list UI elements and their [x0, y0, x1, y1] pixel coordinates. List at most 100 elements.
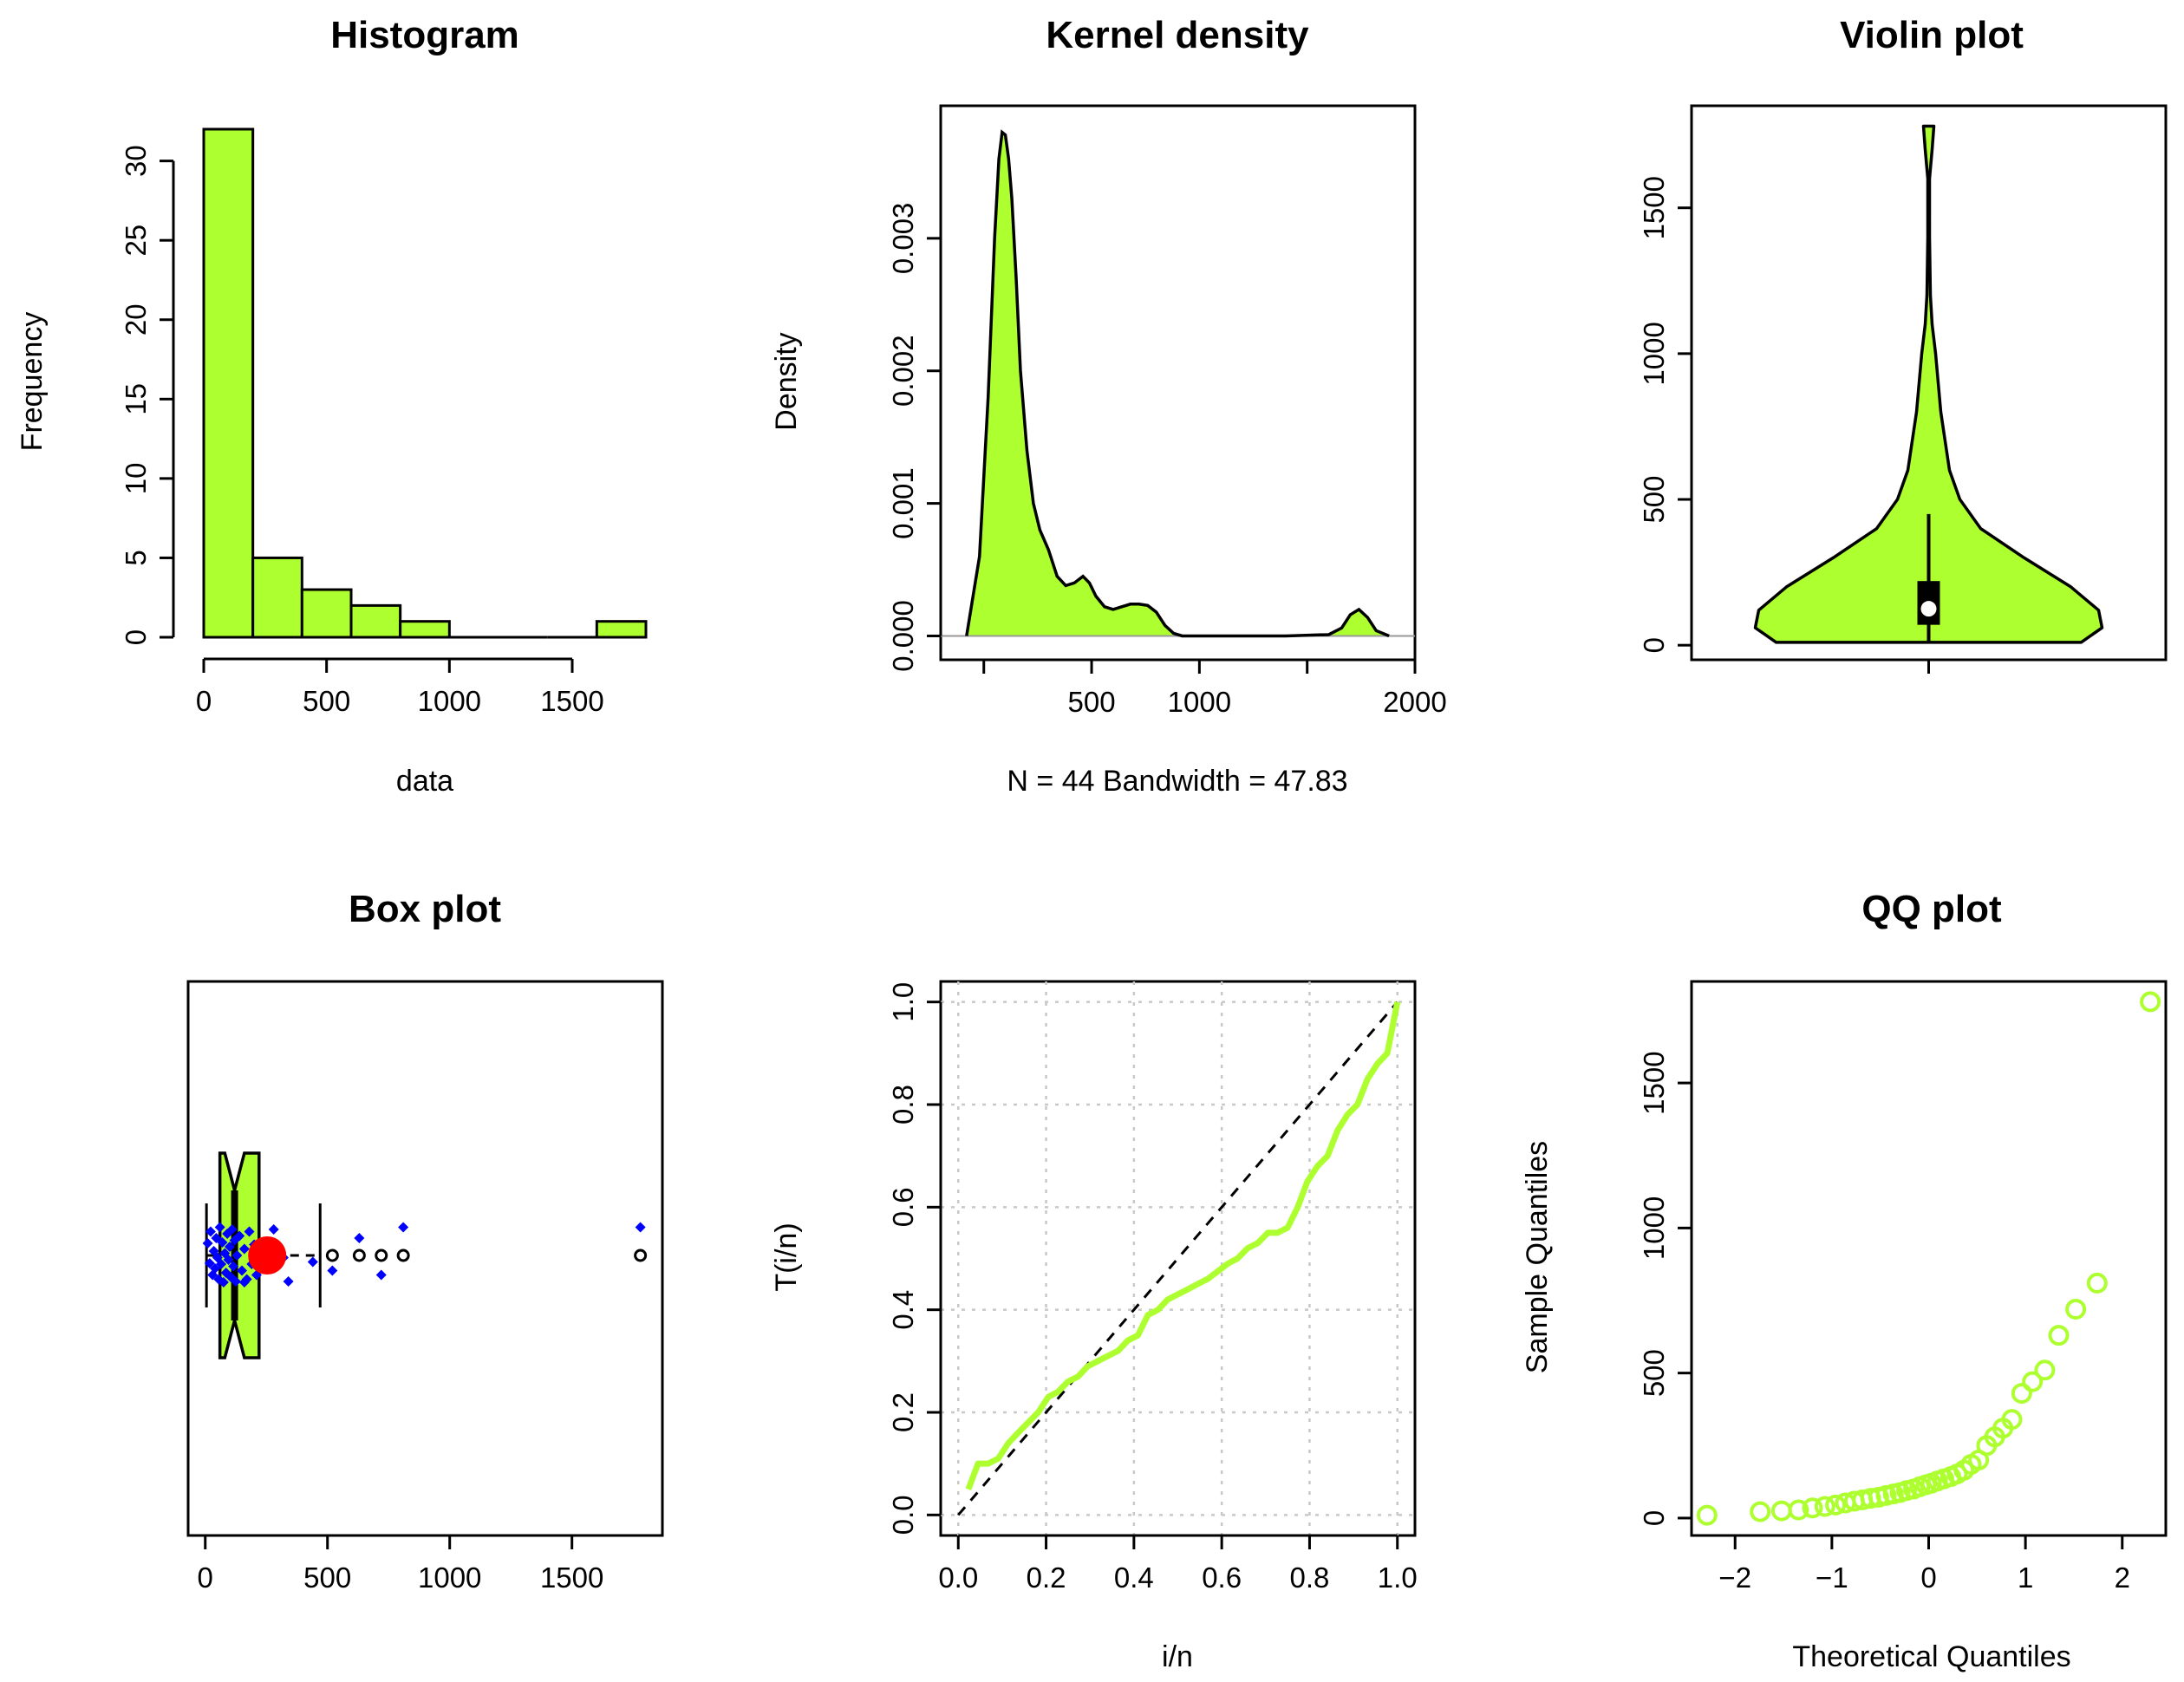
violin-y-ytick-label: 0 — [1638, 637, 1670, 653]
kde-xtick-label: 2000 — [1383, 686, 1446, 718]
box-plot-panel: Box plot 0 500 1000 1500 — [186, 888, 664, 1594]
ttt-x-xtick-label: 0.0 — [938, 1561, 978, 1594]
qq-y-ytick-label: 1500 — [1638, 1051, 1670, 1114]
ttt-x-xtick-label: 0.8 — [1290, 1561, 1330, 1594]
boxplot-jitter-point — [234, 1230, 245, 1242]
boxplot-jitter-point — [307, 1256, 318, 1268]
boxplot-jitter-point — [244, 1226, 255, 1237]
qq-point — [1788, 1499, 1809, 1521]
boxplot-jitter-point — [218, 1277, 229, 1288]
ttt-y-ytick-label: 0.0 — [887, 1495, 919, 1535]
boxplot-jitter-point — [204, 1258, 215, 1268]
kde-curve — [965, 129, 1390, 638]
ttt-curve — [965, 1001, 1401, 1490]
histogram-bar — [399, 620, 451, 639]
qq-point — [2086, 1272, 2108, 1294]
violin-panel: Violin plot 0 500 1000 1500 — [1638, 14, 2168, 674]
boxplot-jitter-point — [283, 1276, 294, 1287]
kde-area — [966, 132, 1390, 636]
boxplot-jitter-point — [231, 1250, 243, 1261]
boxplot-jitter-point — [238, 1243, 250, 1255]
kde-xlabel: N = 44 Bandwidth = 47.83 — [1007, 765, 1347, 798]
boxplot-jitter-point — [230, 1276, 241, 1287]
boxplot-jitter-point — [237, 1265, 248, 1276]
ttt-ylabel: T(i/n) — [770, 1222, 803, 1291]
kde-ylabel: Density — [770, 332, 803, 430]
boxplot-jitter-point — [211, 1233, 222, 1243]
ttt-reference-line — [957, 1001, 1398, 1516]
boxplot-jitter-point — [327, 1265, 338, 1276]
boxplot-outlier — [352, 1248, 366, 1262]
qq-point — [2048, 1325, 2070, 1346]
histogram-bar — [300, 588, 353, 639]
boxplot-x-xtick-label: 1500 — [540, 1561, 603, 1594]
kde-y-ytick-label: 0.001 — [887, 467, 919, 539]
kde-title: Kernel density — [1046, 14, 1309, 56]
qq-y-ytick-label: 500 — [1638, 1349, 1670, 1397]
ttt-x-xtick-label: 0.2 — [1027, 1561, 1066, 1594]
violin-shape — [1753, 124, 2104, 644]
boxplot-jitter-point — [635, 1222, 646, 1233]
histogram-y-ytick-label: 15 — [120, 383, 152, 415]
histogram-bar — [251, 556, 303, 639]
histogram-y-ytick-label: 10 — [120, 463, 152, 495]
ttt-panel: i/n T(i/n) 0.0 0.2 0.4 0.6 0.8 1.0 0.0 0.2 0.4 0.… — [770, 980, 1418, 1673]
kde-y-ytick-label: 0.003 — [887, 203, 919, 275]
ttt-y-ytick-label: 1.0 — [887, 982, 919, 1022]
ttt-x-xtick-label: 1.0 — [1378, 1561, 1418, 1594]
boxplot-jitter-point — [217, 1237, 228, 1248]
ttt-xlabel: i/n — [1162, 1640, 1193, 1673]
violin-y-ytick-label: 1000 — [1638, 322, 1670, 385]
boxplot-outlier — [396, 1248, 410, 1262]
qq-x-xtick-label: 2 — [2115, 1561, 2130, 1594]
boxplot-jitter-point — [214, 1222, 225, 1233]
qq-point — [1814, 1496, 1835, 1517]
ttt-x-xtick-label: 0.4 — [1114, 1561, 1154, 1594]
qq-x-xtick-label: −2 — [1718, 1561, 1751, 1594]
qq-point — [2034, 1359, 2056, 1381]
kde-xtick-label: 1000 — [1168, 686, 1231, 718]
kde-xtick-label: 500 — [1068, 686, 1116, 718]
boxplot-jitter-point — [216, 1259, 227, 1269]
boxplot-jitter-point — [205, 1226, 216, 1237]
qq-point — [2065, 1299, 2087, 1320]
boxplot-jitter-point — [202, 1238, 213, 1248]
qq-y-ytick-label: 1000 — [1638, 1196, 1670, 1260]
kernel-density-panel: Kernel density N = 44 Bandwidth = 47.83 … — [770, 14, 1447, 798]
violin-title: Violin plot — [1840, 14, 2024, 56]
kde-y-ytick-label: 0.002 — [887, 335, 919, 407]
qq-title: QQ plot — [1861, 888, 2002, 930]
ttt-y-ytick-label: 0.4 — [887, 1290, 919, 1330]
boxplot-title: Box plot — [349, 888, 501, 930]
ttt-y-ytick-label: 0.8 — [887, 1085, 919, 1125]
histogram-y-ytick-label: 25 — [120, 225, 152, 257]
histogram-x-xtick-label: 0 — [196, 685, 212, 717]
qq-point — [1802, 1497, 1823, 1519]
histogram-xlabel: data — [396, 765, 453, 798]
histogram-x-xtick-label: 500 — [303, 685, 350, 717]
histogram-title: Histogram — [330, 14, 519, 56]
histogram-panel: Histogram data Frequency 0 500 1000 1500 0 5 1… — [16, 14, 648, 798]
boxplot-outlier — [375, 1248, 388, 1262]
kde-y-ytick-label: 0.000 — [887, 600, 919, 672]
histogram-y-ytick-label: 5 — [120, 550, 152, 565]
boxplot-jitter-point — [223, 1255, 234, 1265]
qq-point — [2001, 1409, 2023, 1431]
qq-xlabel: Theoretical Quantiles — [1792, 1640, 2070, 1673]
histogram-bar — [349, 603, 402, 639]
boxplot-x-xtick-label: 500 — [303, 1561, 351, 1594]
boxplot-outlier — [325, 1248, 339, 1262]
violin-y-ytick-label: 500 — [1638, 475, 1670, 523]
ttt-y-ytick-label: 0.2 — [887, 1392, 919, 1432]
qq-y-ytick-label: 0 — [1638, 1510, 1670, 1526]
histogram-x-xtick-label: 1500 — [540, 685, 603, 717]
boxplot-jitter-point — [375, 1269, 387, 1281]
qq-point — [2140, 991, 2161, 1013]
boxplot-outlier — [634, 1248, 648, 1262]
qq-point — [1750, 1501, 1771, 1522]
boxplot-jitter-point — [398, 1222, 409, 1233]
qq-x-xtick-label: 1 — [2018, 1561, 2033, 1594]
boxplot-jitter-point — [226, 1224, 238, 1235]
